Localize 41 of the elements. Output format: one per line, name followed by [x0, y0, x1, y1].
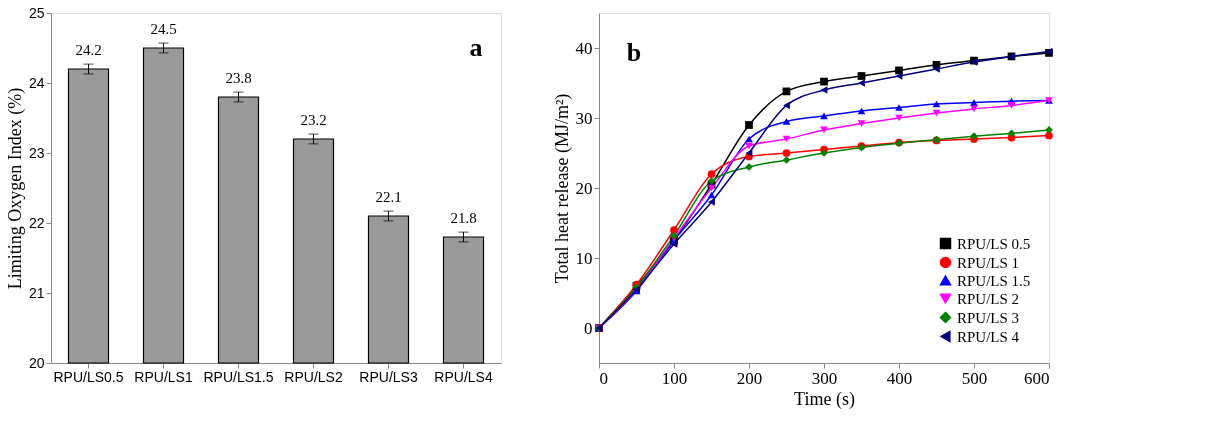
y-tick-label: 23: [28, 144, 45, 161]
x-tick-label: 100: [661, 368, 688, 388]
y-axis-title: Total heat release (MJ/m²): [551, 93, 573, 284]
y-tick-label: 22: [28, 214, 45, 231]
y-tick-label: 40: [575, 38, 593, 58]
y-tick-label: 24: [28, 74, 45, 91]
annotation: a: [469, 33, 483, 62]
y-tick-label: 21: [28, 284, 45, 301]
data-label: 21.8: [450, 210, 477, 227]
x-tick-label: 500: [961, 368, 988, 388]
x-tick-label: 0: [599, 368, 608, 388]
legend-label: RPU/LS 0.5: [957, 235, 1031, 252]
data-label: 22.1: [375, 189, 402, 206]
x-tick-label: RPU/LS0.5: [53, 368, 124, 385]
x-tick-label: 400: [886, 368, 913, 388]
legend-label: RPU/LS 3: [957, 309, 1020, 326]
x-tick-label: 300: [811, 368, 838, 388]
y-tick-label: 20: [28, 354, 45, 371]
annotation: b: [626, 38, 642, 67]
y-tick-label: 25: [28, 4, 45, 21]
x-tick-label: RPU/LS2: [284, 368, 343, 385]
x-tick-label: RPU/LS1: [134, 368, 193, 385]
x-tick-label: RPU/LS1.5: [203, 368, 274, 385]
data-label: 23.8: [225, 70, 252, 87]
data-label: 23.2: [300, 112, 327, 129]
legend-label: RPU/LS 2: [957, 290, 1020, 307]
y-tick-label: 20: [575, 178, 593, 198]
x-tick-label: 600: [1024, 368, 1050, 388]
x-axis-title: Time (s): [794, 388, 855, 410]
y-tick-label: 0: [584, 318, 593, 338]
y-axis-title: Limiting Oxygen Index (%): [4, 87, 26, 290]
y-tick-label: 10: [575, 248, 593, 268]
x-tick-label: RPU/LS4: [434, 368, 493, 385]
x-tick-label: 200: [736, 368, 763, 388]
data-label: 24.5: [150, 21, 177, 38]
legend-label: RPU/LS 4: [957, 328, 1020, 345]
legend-label: RPU/LS 1.5: [957, 272, 1031, 289]
x-tick-label: RPU/LS3: [359, 368, 418, 385]
data-label: 24.2: [75, 42, 102, 59]
y-tick-label: 30: [575, 108, 593, 128]
legend-label: RPU/LS 1: [957, 254, 1020, 271]
